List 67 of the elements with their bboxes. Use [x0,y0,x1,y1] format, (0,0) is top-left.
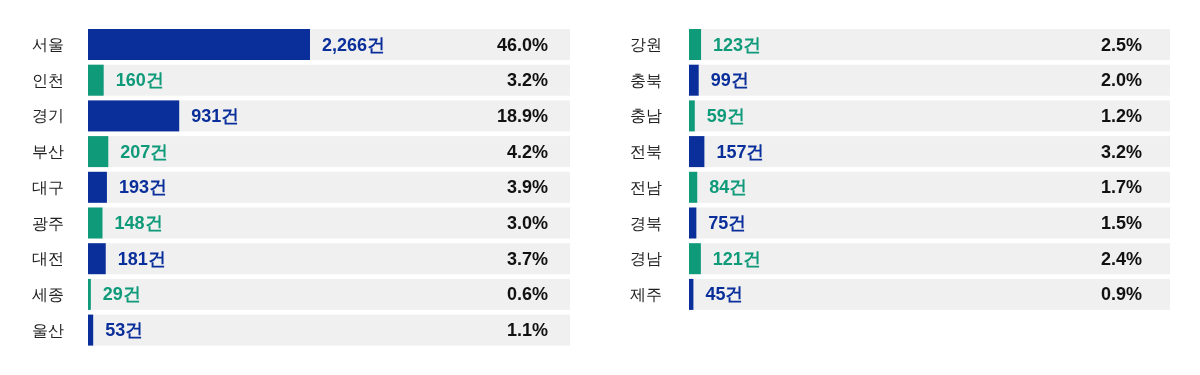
data-label: 45건 [705,284,744,305]
text: 1.1% [506,320,548,341]
text: 3.9% [506,177,548,198]
text: 3.0% [506,213,548,233]
y-tick-label: 부산 [32,143,64,161]
data-label: 75건 [708,213,747,233]
bar [88,243,106,275]
bar [88,100,180,132]
text: 1.5% [1100,213,1142,233]
y-tick-label: 서울 [32,36,64,53]
data-label: 931건 [191,105,240,126]
data-label: 53건 [105,320,144,341]
data-label: 207건 [120,141,169,162]
bar [689,64,699,96]
y-tick-label: 충남 [630,107,662,125]
text: 2.0% [1100,70,1142,91]
text: 3.2% [1100,141,1142,162]
text: 46.0% [496,34,548,55]
y-tick-label: 대구 [32,178,64,196]
data-label: 148건 [114,213,163,233]
data-label: 121건 [712,248,761,269]
data-label: 181건 [117,248,166,269]
bar [88,207,103,239]
text: 0.6% [506,284,548,305]
y-tick-label: 경남 [630,250,662,268]
data-label: 123건 [713,34,762,55]
data-label: 160건 [115,70,164,91]
bar [689,243,701,275]
text: 3.2% [506,70,548,91]
text: 3.7% [506,248,548,269]
y-tick-label: 전남 [630,178,662,196]
bar [689,278,694,310]
text: 2.4% [1100,248,1142,269]
y-tick-label: 울산 [32,321,64,339]
text: 2.5% [1100,34,1142,55]
bar [88,171,107,203]
bar [88,314,94,346]
bar [88,64,104,96]
y-tick-label: 경기 [32,107,64,125]
bar [689,100,695,132]
text: 0.9% [1100,284,1142,305]
data-label: 99건 [710,70,749,91]
bar [689,136,705,168]
y-tick-label: 세종 [32,285,64,303]
y-tick-label: 경북 [630,214,662,232]
y-tick-label: 강원 [630,36,662,53]
y-tick-label: 전북 [630,143,662,161]
bar [88,278,91,310]
y-tick-label: 광주 [32,214,64,232]
data-label: 84건 [709,177,748,198]
bar [689,29,702,60]
text: 1.7% [1100,177,1142,198]
data-label: 29건 [102,284,141,305]
data-label: 157건 [716,141,765,162]
bar [689,171,698,203]
data-label: 59건 [706,105,745,126]
text: 1.2% [1100,105,1142,126]
data-label: 193건 [118,177,167,198]
y-tick-label: 충북 [630,71,662,89]
data-label: 2,266건 [322,34,386,55]
y-tick-label: 대전 [32,250,64,268]
text: 18.9% [496,105,548,126]
bar [88,136,109,168]
y-tick-label: 인천 [32,71,64,89]
text: 4.2% [506,141,548,162]
bar [689,207,697,239]
y-tick-label: 제주 [630,285,662,303]
